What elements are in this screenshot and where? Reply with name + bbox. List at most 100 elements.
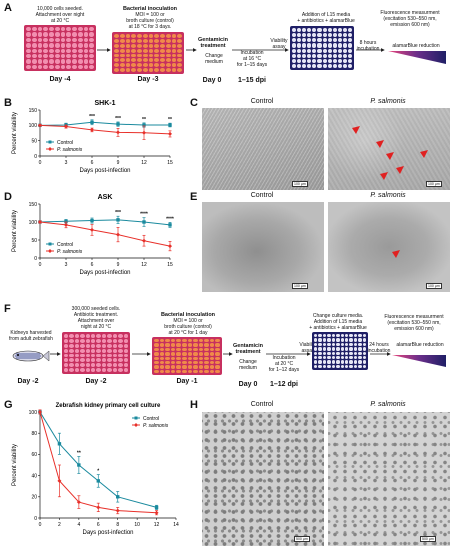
well [318, 334, 322, 338]
well [69, 358, 74, 363]
well [72, 32, 77, 37]
scale-bar: 100 µm [292, 283, 308, 289]
well [292, 33, 297, 38]
well [77, 48, 83, 53]
well [80, 358, 85, 363]
well [83, 64, 89, 69]
well [69, 368, 74, 372]
well [112, 343, 118, 348]
x-tick-label: 6 [91, 160, 94, 166]
well [114, 58, 119, 63]
well [119, 58, 125, 63]
well [83, 43, 89, 48]
dpi-label: 1–12 dpi [269, 381, 298, 388]
well [215, 369, 220, 373]
well [349, 360, 353, 364]
well [170, 365, 176, 369]
well [43, 37, 48, 43]
well [292, 63, 297, 68]
well [297, 38, 302, 43]
well [314, 334, 318, 338]
well [302, 58, 307, 63]
well [302, 48, 307, 53]
well [66, 43, 71, 48]
well [332, 38, 337, 43]
well [96, 348, 101, 353]
well [322, 347, 327, 351]
zebrafish-icon [12, 350, 50, 362]
well [154, 352, 159, 356]
well [322, 58, 327, 63]
well [327, 347, 331, 351]
well [322, 364, 327, 368]
data-point [38, 220, 42, 224]
well [342, 53, 347, 58]
x-tick-label: 6 [97, 522, 100, 528]
well [107, 368, 112, 372]
scale-bar: 100 µm [292, 181, 308, 187]
well-plate-navy [290, 26, 354, 70]
data-point [90, 227, 94, 232]
well [297, 43, 302, 48]
well [118, 348, 123, 353]
well [77, 37, 83, 43]
well [31, 37, 37, 43]
x-tick-label: 9 [117, 262, 120, 268]
well [49, 32, 54, 37]
well [302, 38, 307, 43]
gentamicin-title: Gentamicin treatment [233, 343, 263, 355]
well [331, 355, 336, 360]
well [332, 28, 337, 33]
well [148, 48, 154, 53]
well [85, 343, 91, 348]
well [327, 63, 332, 68]
well [26, 27, 31, 32]
well [60, 59, 66, 64]
well [332, 53, 337, 58]
well [107, 343, 112, 348]
series-line [39, 221, 171, 247]
well [312, 43, 317, 48]
well [91, 334, 96, 338]
well [215, 360, 220, 365]
well [292, 53, 297, 58]
well [209, 356, 215, 360]
well [362, 364, 366, 368]
well [165, 343, 170, 347]
well [74, 334, 80, 338]
data-point [115, 508, 120, 513]
well [187, 360, 193, 365]
well [353, 347, 358, 351]
well [74, 368, 80, 372]
well [83, 32, 89, 37]
well [177, 58, 182, 63]
reduction-label: alamarBlue reduction [396, 342, 444, 348]
well [336, 347, 340, 351]
well [198, 356, 204, 360]
fluorescence-text: Fluorescence measurment (excitation 530–… [380, 10, 440, 28]
well [112, 368, 118, 372]
well [353, 342, 358, 347]
panel-label-a: A [4, 2, 12, 14]
well [123, 353, 128, 358]
legend-label: P. salmonis [143, 423, 169, 429]
data-point [90, 120, 94, 124]
well [137, 43, 142, 48]
well [142, 68, 148, 72]
well [209, 360, 215, 365]
well [72, 37, 77, 43]
well [314, 364, 318, 368]
well [292, 43, 297, 48]
well [26, 48, 31, 53]
well [69, 338, 74, 343]
well [336, 364, 340, 368]
well [49, 64, 54, 69]
well [37, 27, 43, 32]
well-plate-pink [24, 25, 96, 71]
well [114, 43, 119, 48]
well [181, 360, 187, 365]
day-label: Day 0 [202, 77, 222, 84]
well [318, 351, 322, 355]
well [307, 43, 312, 48]
well [340, 347, 344, 351]
